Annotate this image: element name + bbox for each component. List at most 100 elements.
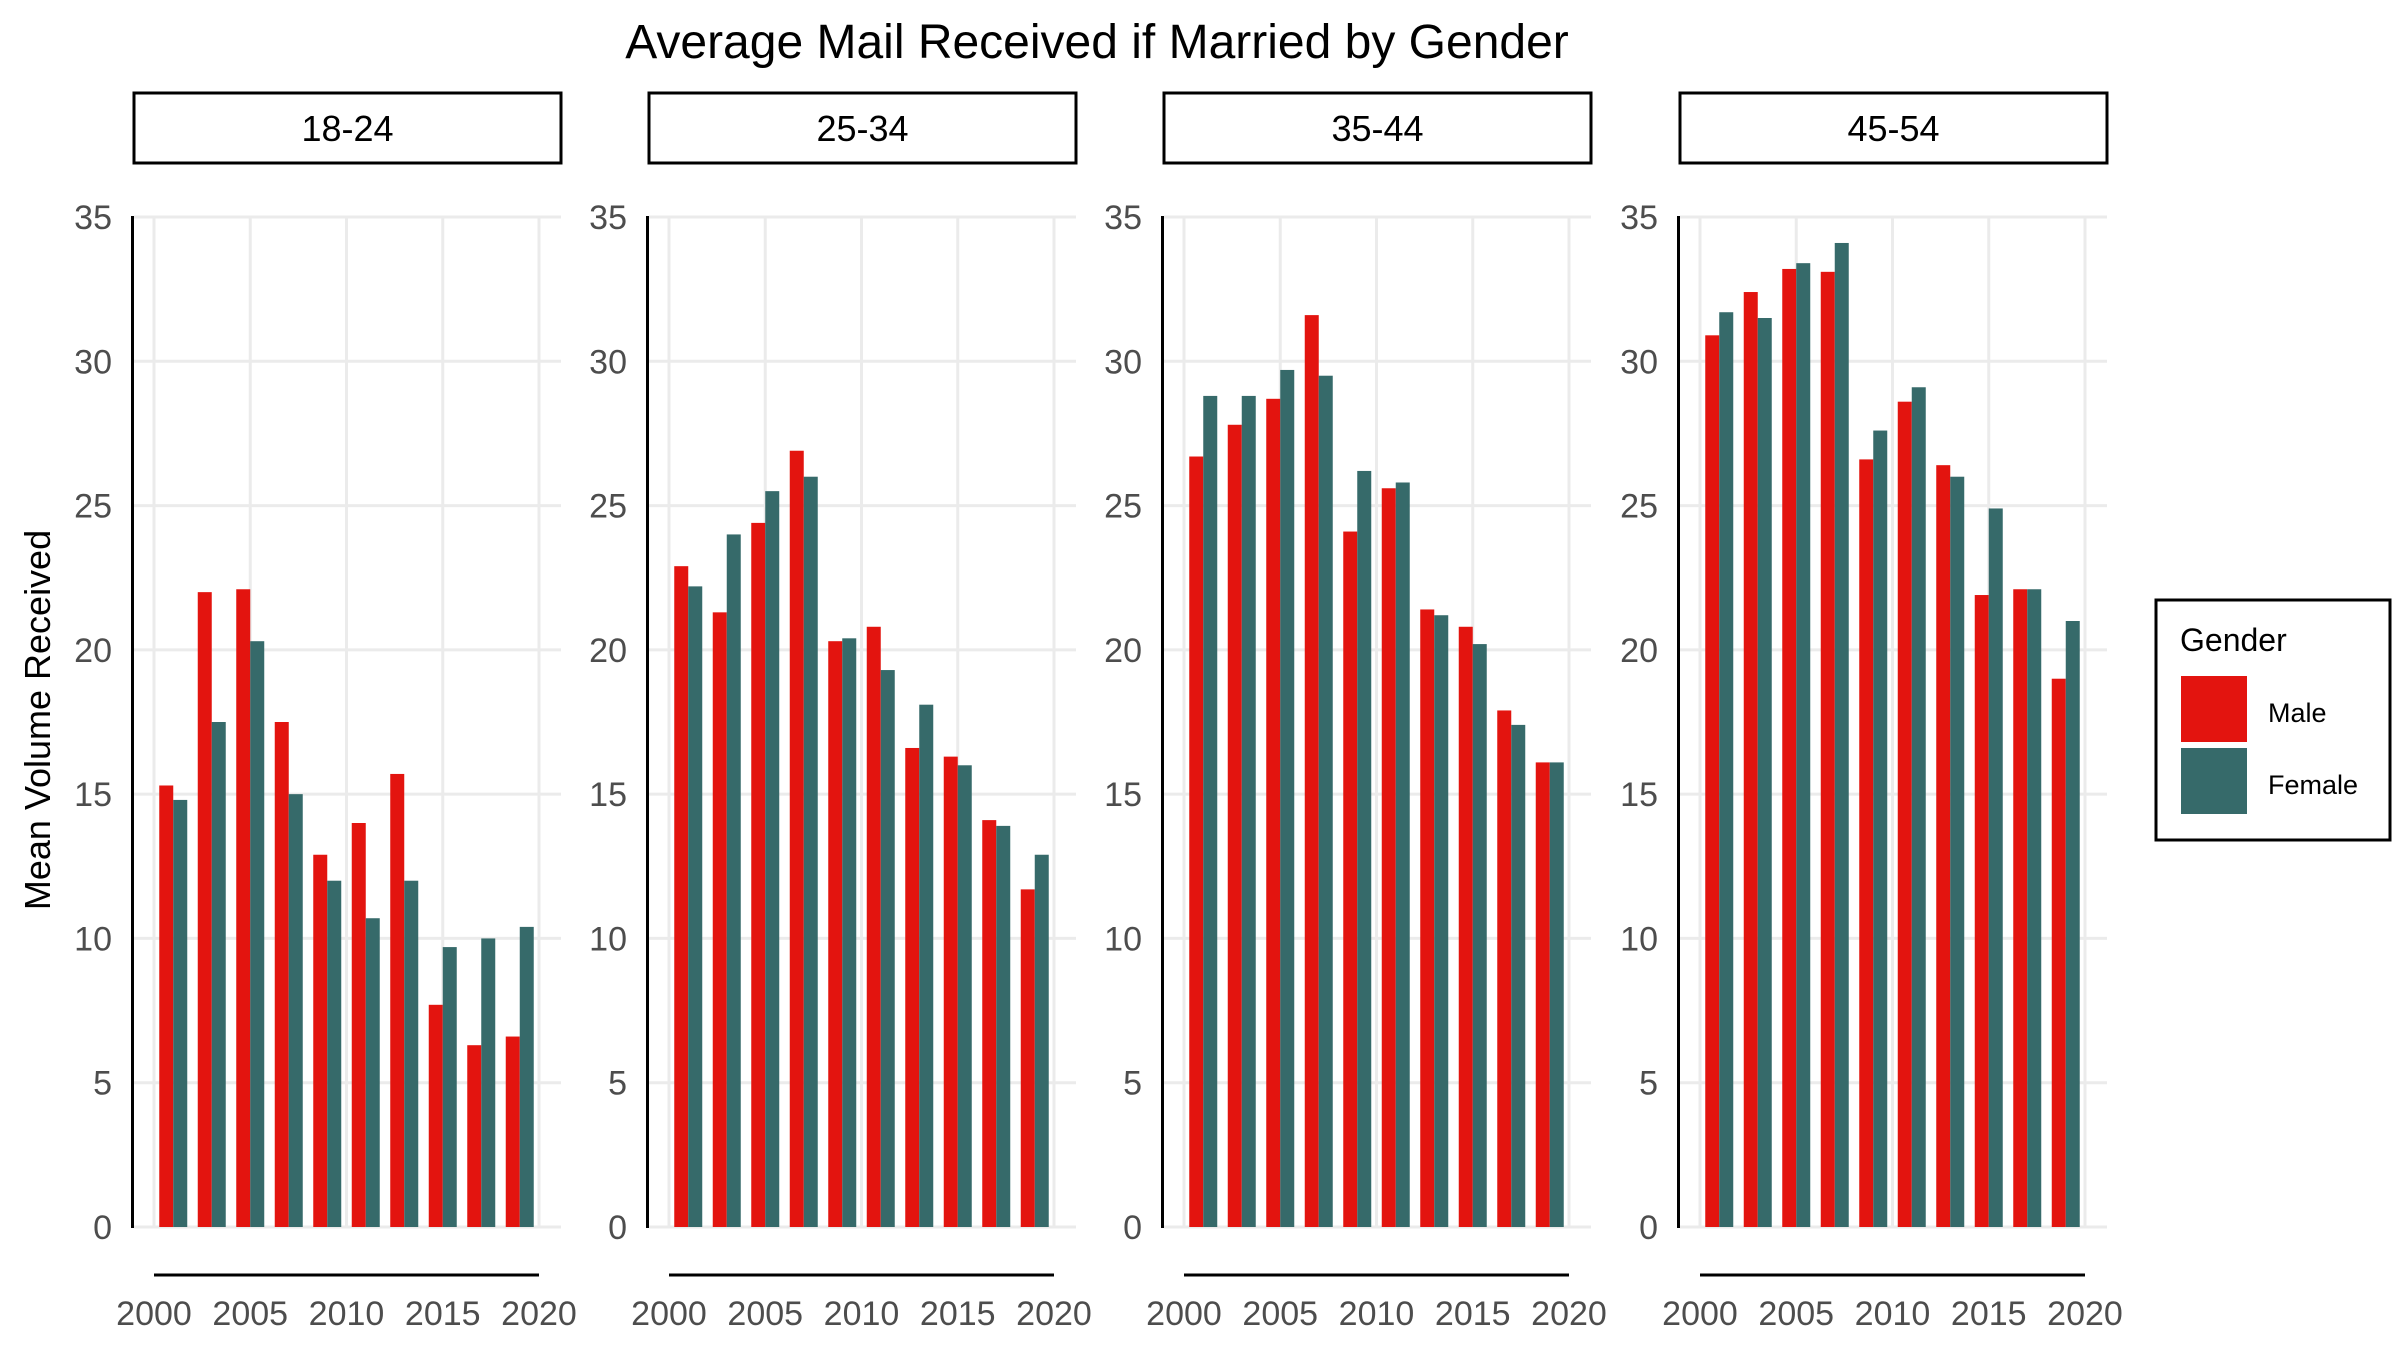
x-tick-label: 2000 bbox=[631, 1295, 707, 1333]
y-tick-label: 5 bbox=[608, 1065, 627, 1103]
bar-male bbox=[1743, 292, 1758, 1227]
x-tick-label: 2005 bbox=[1758, 1295, 1834, 1333]
bar-male bbox=[505, 1036, 520, 1227]
bar-male bbox=[1020, 889, 1035, 1227]
x-tick-label: 2015 bbox=[405, 1295, 481, 1333]
y-tick-label: 0 bbox=[1639, 1209, 1658, 1247]
bar-female bbox=[1719, 312, 1734, 1227]
bar-female bbox=[481, 938, 496, 1227]
bar-male bbox=[1189, 456, 1204, 1227]
y-tick-label: 35 bbox=[74, 199, 112, 237]
y-tick-label: 35 bbox=[1104, 199, 1142, 237]
bar-female bbox=[842, 638, 857, 1227]
x-tick-label: 2005 bbox=[1242, 1295, 1318, 1333]
bar-male bbox=[236, 589, 251, 1227]
bar-male bbox=[1897, 401, 1912, 1228]
legend: Gender Male Female bbox=[2154, 598, 2392, 842]
bar-female bbox=[404, 880, 419, 1227]
y-axis-label: Mean Volume Received bbox=[17, 530, 58, 910]
x-tick-label: 2005 bbox=[727, 1295, 803, 1333]
bar-male bbox=[1535, 762, 1550, 1227]
y-tick-label: 5 bbox=[1123, 1065, 1142, 1103]
bar-male bbox=[674, 566, 689, 1227]
bar-male bbox=[428, 1004, 443, 1227]
bar-female bbox=[996, 825, 1011, 1227]
x-tick-label: 2000 bbox=[1662, 1295, 1738, 1333]
bar-female bbox=[327, 880, 342, 1227]
y-tick-label: 0 bbox=[1123, 1209, 1142, 1247]
facet-panel-18-24: 0 5 10 15 20 25 30 35 2000 2005 2010 2015 2020 18-24 bbox=[74, 91, 577, 1333]
bar-male bbox=[1705, 335, 1720, 1227]
x-tick-label: 2020 bbox=[1016, 1295, 1092, 1333]
bar-female bbox=[1434, 615, 1449, 1227]
y-tick-label: 0 bbox=[608, 1209, 627, 1247]
facet-strip-label: 45-54 bbox=[1847, 108, 1939, 149]
bar-male bbox=[1458, 626, 1473, 1227]
y-tick-label: 10 bbox=[1620, 920, 1658, 958]
y-tick-label: 25 bbox=[74, 488, 112, 526]
y-tick-label: 20 bbox=[1620, 632, 1658, 670]
bar-female bbox=[211, 722, 226, 1227]
legend-label-male: Male bbox=[2268, 698, 2327, 728]
bar-male bbox=[1782, 268, 1797, 1227]
x-tick-label: 2010 bbox=[824, 1295, 900, 1333]
chart-title: Average Mail Received if Married by Gend… bbox=[625, 16, 1569, 69]
y-tick-label: 0 bbox=[93, 1209, 112, 1247]
bar-female bbox=[1395, 482, 1410, 1227]
x-tick-label: 2020 bbox=[2047, 1295, 2123, 1333]
y-tick-label: 30 bbox=[589, 343, 627, 381]
bar-female bbox=[250, 641, 265, 1227]
x-tick-label: 2020 bbox=[1531, 1295, 1607, 1333]
bar-female bbox=[1911, 387, 1926, 1227]
facet-strip bbox=[1678, 91, 2109, 165]
facet-strip-label: 25-34 bbox=[816, 108, 908, 149]
y-tick-label: 25 bbox=[589, 488, 627, 526]
bar-male bbox=[1227, 424, 1242, 1227]
x-tick-label: 2000 bbox=[1146, 1295, 1222, 1333]
bar-female bbox=[688, 586, 703, 1227]
legend-swatch-male bbox=[2181, 676, 2247, 742]
bar-female bbox=[288, 794, 303, 1227]
x-tick-label: 2020 bbox=[501, 1295, 577, 1333]
y-tick-label: 5 bbox=[93, 1065, 112, 1103]
x-tick-label: 2010 bbox=[1855, 1295, 1931, 1333]
bar-female bbox=[726, 534, 741, 1227]
bar-male bbox=[1304, 315, 1319, 1228]
bar-female bbox=[957, 765, 972, 1227]
bar-male bbox=[1820, 271, 1835, 1227]
y-tick-label: 15 bbox=[589, 776, 627, 814]
legend-swatch-female bbox=[2181, 748, 2247, 814]
facet-panel-45-54: 0 5 10 15 20 25 30 35 2000 2005 2010 2015 2020 45-54 bbox=[1620, 91, 2123, 1333]
y-tick-label: 10 bbox=[1104, 920, 1142, 958]
bar-female bbox=[519, 926, 534, 1227]
y-tick-label: 35 bbox=[1620, 199, 1658, 237]
x-tick-label: 2010 bbox=[1339, 1295, 1415, 1333]
bar-male bbox=[2051, 678, 2066, 1227]
bar-female bbox=[765, 491, 780, 1228]
bar-male bbox=[1974, 595, 1989, 1227]
x-tick-label: 2005 bbox=[212, 1295, 288, 1333]
y-tick-label: 30 bbox=[74, 343, 112, 381]
y-tick-label: 25 bbox=[1104, 488, 1142, 526]
x-tick-label: 2015 bbox=[920, 1295, 996, 1333]
bar-female bbox=[880, 670, 895, 1227]
bar-male bbox=[2013, 589, 2028, 1227]
bar-female bbox=[1873, 430, 1888, 1227]
bar-female bbox=[1318, 375, 1333, 1227]
bar-male bbox=[274, 722, 289, 1227]
bar-male bbox=[351, 823, 366, 1227]
x-tick-label: 2015 bbox=[1435, 1295, 1511, 1333]
y-tick-label: 30 bbox=[1620, 343, 1658, 381]
bar-female bbox=[1834, 242, 1849, 1227]
legend-label-female: Female bbox=[2268, 770, 2358, 800]
bar-male bbox=[1381, 488, 1396, 1227]
bar-male bbox=[905, 747, 920, 1227]
x-tick-label: 2015 bbox=[1951, 1295, 2027, 1333]
y-tick-label: 30 bbox=[1104, 343, 1142, 381]
bar-female bbox=[919, 704, 934, 1227]
y-tick-label: 15 bbox=[1620, 776, 1658, 814]
bar-male bbox=[1859, 459, 1874, 1227]
bar-male bbox=[313, 854, 328, 1227]
bar-male bbox=[712, 612, 727, 1227]
